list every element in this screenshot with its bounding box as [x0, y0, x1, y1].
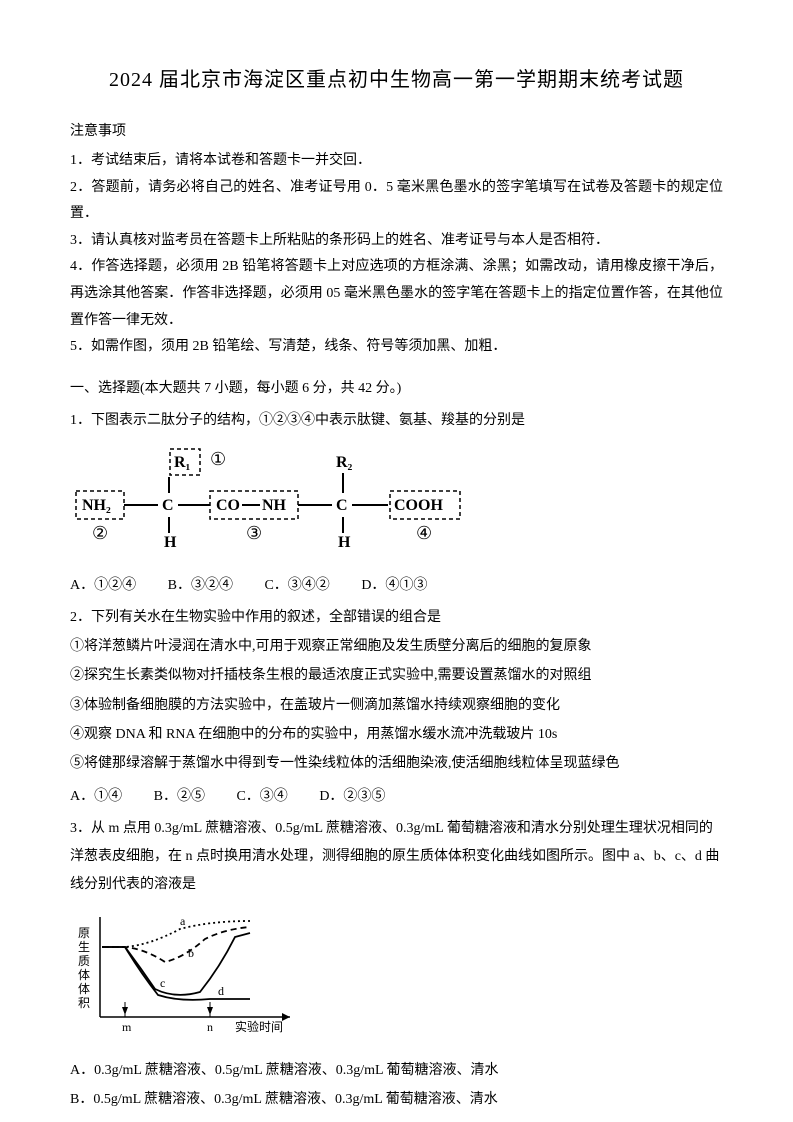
chart-xlabel: 实验时间: [235, 1019, 283, 1034]
q2-sub-1: ①将洋葱鳞片叶浸润在清水中,可用于观察正常细胞及发生质壁分离后的细胞的复原象: [70, 632, 723, 661]
question-2-text: 2．下列有关水在生物实验中作用的叙述，全部错误的组合是: [70, 604, 723, 632]
series-c: c: [160, 976, 165, 990]
q1-option-d: D．④①③: [361, 572, 427, 600]
notice-item-5: 5．如需作图，须用 2B 铅笔绘、写清楚，线条、符号等须加黑、加粗．: [70, 334, 723, 361]
q2-option-c: C．③④: [236, 783, 287, 811]
label-c1: C: [162, 497, 174, 514]
label-h2: H: [338, 534, 351, 551]
chart-ylabel-1: 原: [78, 926, 90, 940]
chart-ylabel-4: 体: [78, 968, 90, 982]
series-b: b: [188, 946, 194, 960]
circled-3: ③: [246, 523, 262, 543]
notice-item-1: 1．考试结束后，请将本试卷和答题卡一并交回．: [70, 148, 723, 175]
q2-sub-5: ⑤将健那绿溶解于蒸馏水中得到专一性染线粒体的活细胞染液,使活细胞线粒体呈现蓝绿色: [70, 749, 723, 778]
series-a: a: [180, 914, 186, 928]
q2-option-a: A．①④: [70, 783, 122, 811]
q2-options: A．①④ B．②⑤ C．③④ D．②③⑤: [70, 783, 723, 811]
label-nh2: NH₂: [82, 497, 111, 514]
q1-option-b: B．③②④: [168, 572, 233, 600]
label-cooh: COOH: [394, 497, 443, 514]
q2-sub-3: ③体验制备细胞膜的方法实验中，在盖玻片一侧滴加蒸馏水持续观察细胞的变化: [70, 691, 723, 720]
page-title: 2024 届北京市海淀区重点初中生物高一第一学期期末统考试题: [70, 60, 723, 100]
chart-ylabel-5: 体: [78, 982, 90, 996]
notice-item-4: 4．作答选择题，必须用 2B 铅笔将答题卡上对应选项的方框涂满、涂黑；如需改动，…: [70, 254, 723, 334]
chart-n: n: [207, 1020, 213, 1034]
q3-option-a: A．0.3g/mL 蔗糖溶液、0.5g/mL 蔗糖溶液、0.3g/mL 葡萄糖溶…: [70, 1056, 723, 1085]
label-nh: NH: [262, 497, 287, 514]
q3-option-b: B．0.5g/mL 蔗糖溶液、0.3g/mL 蔗糖溶液、0.3g/mL 葡萄糖溶…: [70, 1085, 723, 1114]
q1-option-c: C．③④②: [264, 572, 329, 600]
chart-ylabel-2: 生: [78, 940, 90, 954]
notice-item-2: 2．答题前，请务必将自己的姓名、准考证号用 0．5 毫米黑色墨水的签字笔填写在试…: [70, 175, 723, 228]
question-3-text: 3．从 m 点用 0.3g/mL 蔗糖溶液、0.5g/mL 蔗糖溶液、0.3g/…: [70, 815, 723, 899]
label-c2: C: [336, 497, 348, 514]
q2-sub-2: ②探究生长素类似物对扦插枝条生根的最适浓度正式实验中,需要设置蒸馏水的对照组: [70, 661, 723, 690]
label-r1: R₁: [174, 454, 191, 471]
q1-option-a: A．①②④: [70, 572, 136, 600]
peptide-diagram: NH₂ C R₁ H CO NH C R₂ H COOH ① ② ③ ④: [70, 443, 723, 564]
q1-options: A．①②④ B．③②④ C．③④② D．④①③: [70, 572, 723, 600]
label-r2: R₂: [336, 454, 353, 471]
series-d: d: [218, 984, 224, 998]
chart-ylabel-6: 积: [78, 996, 90, 1010]
question-1-text: 1．下图表示二肽分子的结构，①②③④中表示肽键、氨基、羧基的分别是: [70, 407, 723, 435]
q2-sub-4: ④观察 DNA 和 RNA 在细胞中的分布的实验中，用蒸馏水缓水流冲洗载玻片 1…: [70, 720, 723, 749]
notice-header: 注意事项: [70, 118, 723, 146]
circled-2: ②: [92, 523, 108, 543]
volume-chart: 原 生 质 体 体 积 实验时间 m n a b c d: [70, 907, 723, 1048]
notice-item-3: 3．请认真核对监考员在答题卡上所粘贴的条形码上的姓名、准考证号与本人是否相符．: [70, 228, 723, 255]
chart-m: m: [122, 1020, 132, 1034]
label-h1: H: [164, 534, 177, 551]
q2-option-d: D．②③⑤: [319, 783, 385, 811]
circled-4: ④: [416, 523, 432, 543]
section-1-header: 一、选择题(本大题共 7 小题，每小题 6 分，共 42 分。): [70, 375, 723, 403]
circled-1: ①: [210, 449, 226, 469]
q2-option-b: B．②⑤: [154, 783, 205, 811]
chart-ylabel-3: 质: [78, 954, 90, 968]
label-co: CO: [216, 497, 240, 514]
